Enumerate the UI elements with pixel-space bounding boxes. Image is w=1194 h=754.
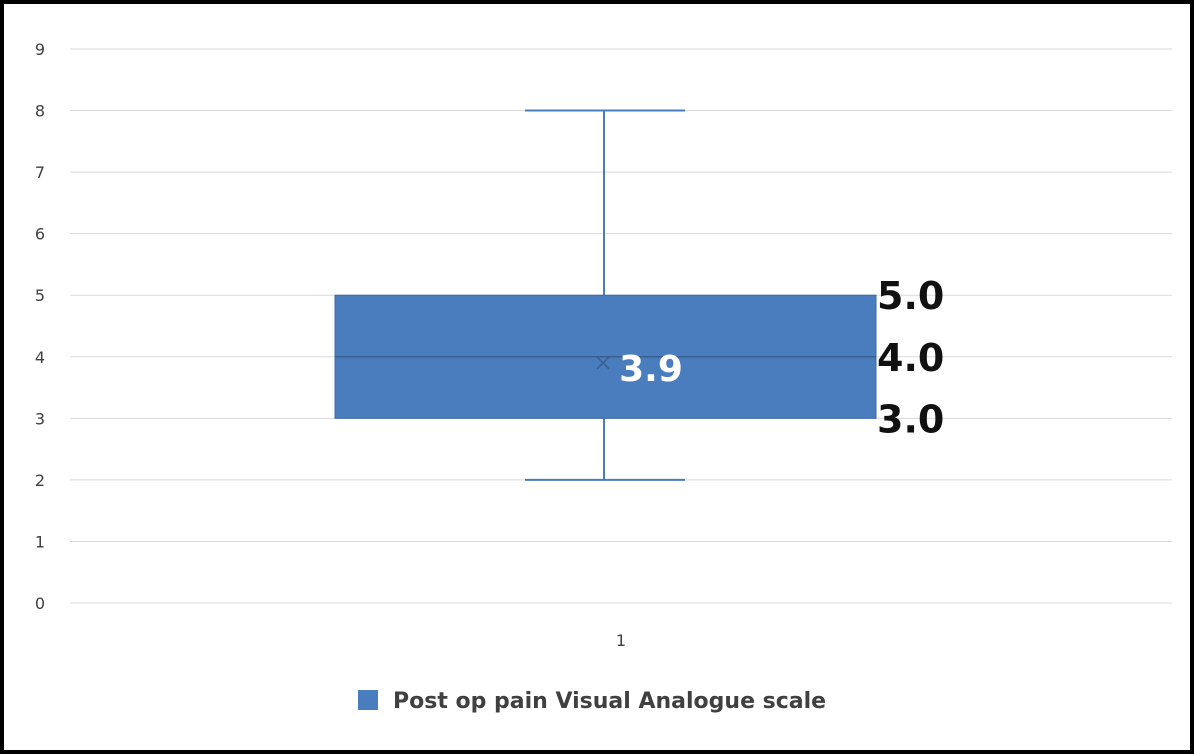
y-tick-label: 2 (35, 471, 45, 490)
y-axis-tick-labels: 0 1 2 3 4 5 6 7 8 9 (35, 40, 45, 613)
plot-area (334, 109, 877, 481)
y-tick-label: 6 (35, 225, 45, 244)
y-tick-label: 9 (35, 40, 45, 59)
y-tick-label: 8 (35, 102, 45, 121)
data-label-q1: 3.0 (877, 397, 944, 441)
legend[interactable]: Post op pain Visual Analogue scale (358, 689, 826, 714)
y-tick-label: 7 (35, 163, 45, 182)
y-tick-label: 1 (35, 532, 45, 551)
y-tick-label: 5 (35, 286, 45, 305)
data-label-median: 4.0 (877, 336, 944, 380)
data-label-mean: 3.9 (619, 349, 683, 390)
data-labels: 5.0 4.0 3.0 3.9 (619, 274, 944, 441)
y-tick-label: 0 (35, 594, 45, 613)
mean-marker-b (596, 356, 610, 370)
y-tick-label: 3 (35, 409, 45, 428)
data-label-q3: 5.0 (877, 274, 944, 318)
y-tick-label: 4 (35, 348, 45, 367)
x-tick-label: 1 (616, 631, 626, 650)
legend-swatch (358, 690, 378, 710)
legend-label: Post op pain Visual Analogue scale (393, 689, 826, 714)
